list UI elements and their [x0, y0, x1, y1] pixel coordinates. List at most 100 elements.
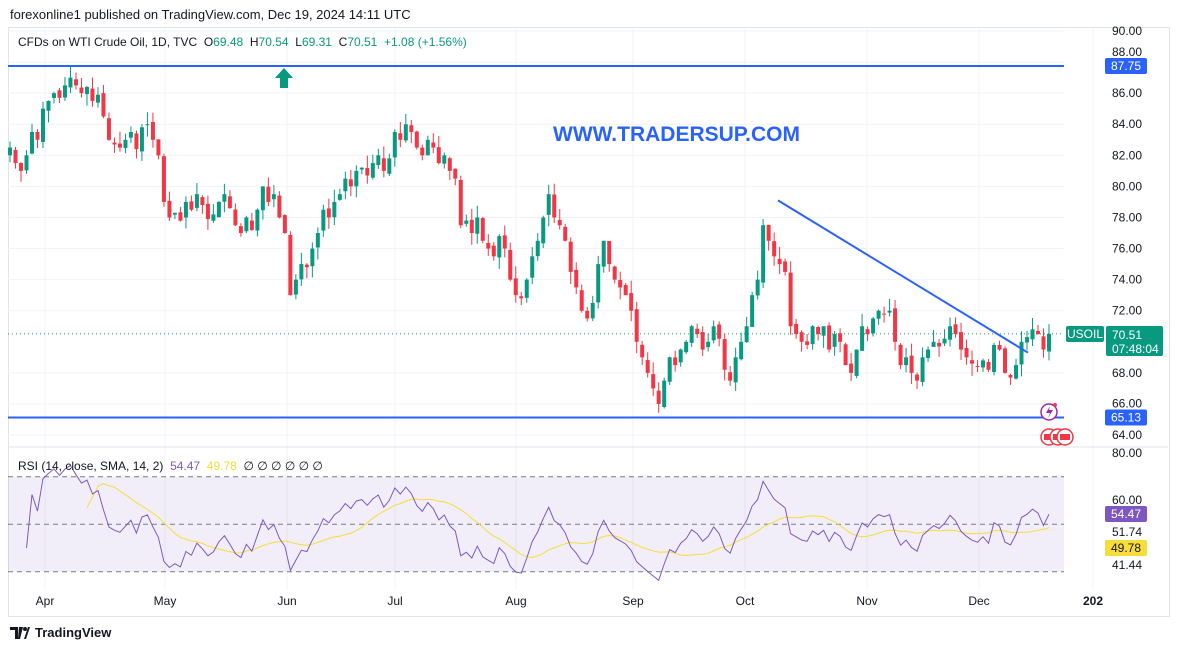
candle	[728, 366, 733, 386]
candle-body	[436, 147, 441, 164]
candle	[161, 153, 166, 207]
candle-body	[51, 93, 56, 99]
candle-body	[178, 212, 183, 221]
candle	[662, 377, 667, 409]
candle-body	[953, 324, 958, 335]
candle	[623, 283, 628, 296]
candle-body	[887, 310, 892, 313]
candle-body	[106, 118, 111, 140]
candle-body	[233, 209, 238, 226]
candle	[750, 291, 755, 327]
candle-body	[849, 363, 854, 373]
rsi-sma-value: 49.78	[206, 459, 237, 473]
candle	[244, 215, 249, 234]
candle-body	[860, 326, 865, 351]
price-axis-label: 80.00	[1112, 179, 1142, 193]
open-value: 69.48	[213, 35, 244, 49]
time-axis-label: Dec	[968, 594, 989, 608]
candle-body	[728, 372, 733, 381]
candle	[849, 352, 854, 382]
tradingview-logo[interactable]: TradingView	[10, 625, 111, 640]
candle	[497, 234, 502, 269]
candle-body	[337, 194, 342, 200]
candle	[821, 326, 826, 348]
candle-body	[508, 249, 513, 280]
candle	[29, 123, 34, 155]
candle	[519, 292, 524, 306]
candle	[266, 177, 271, 207]
candle	[183, 196, 188, 229]
candle-body	[832, 334, 837, 347]
candle	[810, 325, 815, 350]
candle	[1008, 373, 1013, 385]
candle	[480, 216, 485, 244]
candle-body	[590, 302, 595, 319]
candle	[376, 148, 381, 169]
candle-body	[937, 342, 942, 347]
candle	[695, 323, 700, 338]
candle-body	[838, 333, 843, 342]
rsi-title[interactable]: RSI (14, close, SMA, 14, 2)	[18, 459, 164, 473]
candle-body	[1047, 333, 1051, 352]
candle	[260, 186, 265, 220]
candle	[513, 266, 518, 303]
candle	[271, 185, 276, 208]
candle-body	[519, 296, 524, 299]
candle-body	[706, 341, 711, 348]
candle-body	[970, 360, 975, 364]
time-axis-label: May	[154, 594, 177, 608]
low-value: 69.31	[301, 35, 332, 49]
candle	[596, 255, 601, 309]
candle-body	[1019, 341, 1024, 365]
candle-body	[8, 147, 12, 156]
candle	[733, 347, 738, 391]
candle-body	[552, 194, 557, 218]
candle	[128, 126, 133, 144]
price-axis-label: 72.00	[1112, 304, 1142, 318]
candle	[585, 306, 590, 322]
candle	[981, 358, 986, 372]
candle	[431, 133, 436, 154]
candle	[744, 316, 749, 343]
price-axis-label: 88.00	[1112, 45, 1142, 59]
candle	[546, 184, 551, 227]
candle-body	[29, 132, 34, 154]
candle	[843, 342, 848, 366]
candle	[799, 330, 804, 352]
candle-body	[255, 209, 260, 231]
candle	[486, 234, 491, 256]
lightning-glyph	[1046, 406, 1053, 418]
level-price-label: 65.13	[1111, 410, 1141, 424]
price-axis-label: 86.00	[1112, 86, 1142, 100]
candle	[953, 317, 958, 338]
candle	[475, 205, 480, 244]
flag-stripe	[1044, 434, 1054, 440]
candle-body	[189, 201, 194, 210]
candle-body	[282, 215, 287, 234]
candle	[172, 212, 177, 220]
symbol-tag-label: USOIL	[1067, 327, 1103, 341]
brand-name: TradingView	[35, 625, 112, 640]
candle	[326, 198, 331, 229]
candle	[46, 100, 51, 123]
candle	[541, 215, 546, 249]
candle	[882, 306, 887, 323]
candle	[717, 321, 722, 347]
candle-body	[156, 139, 161, 156]
candle-body	[222, 194, 227, 202]
symbol-title[interactable]: CFDs on WTI Crude Oil, 1D, TVC	[18, 35, 198, 49]
high-label: H	[249, 35, 259, 49]
candle	[73, 72, 78, 90]
candle-body	[128, 132, 133, 138]
candle-body	[920, 357, 925, 382]
candle-body	[975, 365, 980, 367]
candle	[651, 362, 656, 396]
candle-body	[299, 264, 304, 280]
candle-body	[574, 269, 579, 288]
candle-body	[854, 349, 859, 376]
candle	[915, 372, 920, 390]
candle	[645, 352, 650, 378]
candle-body	[161, 156, 166, 202]
candle-body	[794, 323, 799, 335]
